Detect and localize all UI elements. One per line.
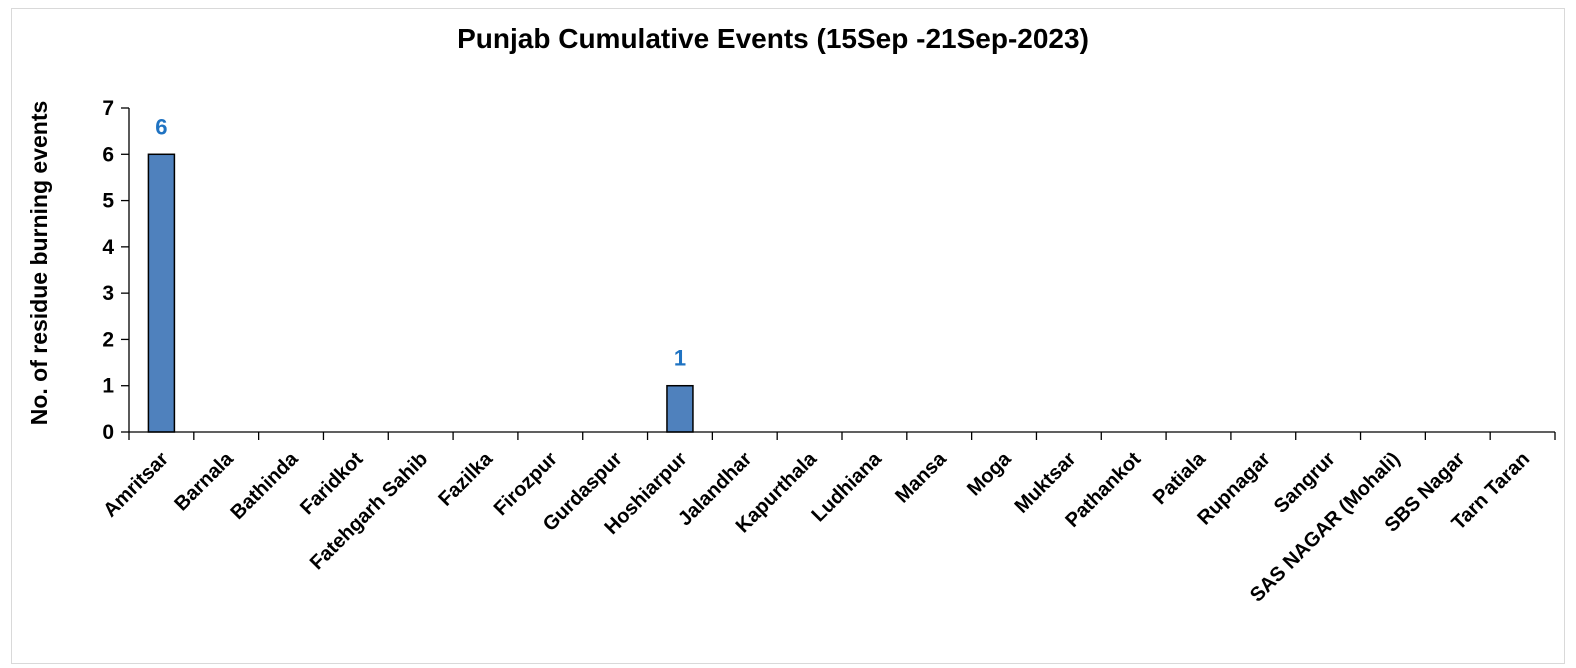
y-tick-label: 0 [102,421,114,444]
x-tick-label: Mansa [891,447,951,507]
y-tick-label: 7 [102,97,114,120]
x-tick-label: Fatehgarh Sahib [306,448,432,574]
x-tick-label: Moga [963,447,1016,500]
chart-title: Punjab Cumulative Events (15Sep -21Sep-2… [457,23,1089,54]
x-tick-label: Amritsar [99,448,173,522]
x-tick-label: Ludhiana [808,447,887,526]
y-tick-label: 5 [102,190,114,213]
axes-group [128,108,1556,440]
x-tick-label: Bathinda [227,447,304,524]
y-tick-label: 2 [102,328,114,351]
y-axis-label: No. of residue burning events [26,101,52,426]
bar-hoshiarpur [666,384,694,433]
y-axis-ticks: 0 1 2 3 4 5 6 7 [102,97,129,444]
y-tick-label: 1 [102,375,114,398]
x-tick-label: Patiala [1149,447,1211,509]
x-tick-label: Barnala [170,447,238,515]
x-tick-label: Fazilka [434,447,497,510]
y-tick-label: 3 [102,282,114,305]
y-tick-label: 4 [102,236,114,259]
x-axis-ticks: AmritsarBarnalaBathindaFaridkotFatehgarh… [99,447,1534,606]
y-tick-label: 6 [102,143,114,166]
chart-frame [11,8,1565,664]
data-label: 6 [155,114,167,139]
data-label: 1 [674,346,686,371]
bar-amritsar [147,153,176,433]
data-labels-group: 61 [155,114,686,370]
bars-group [147,153,694,433]
